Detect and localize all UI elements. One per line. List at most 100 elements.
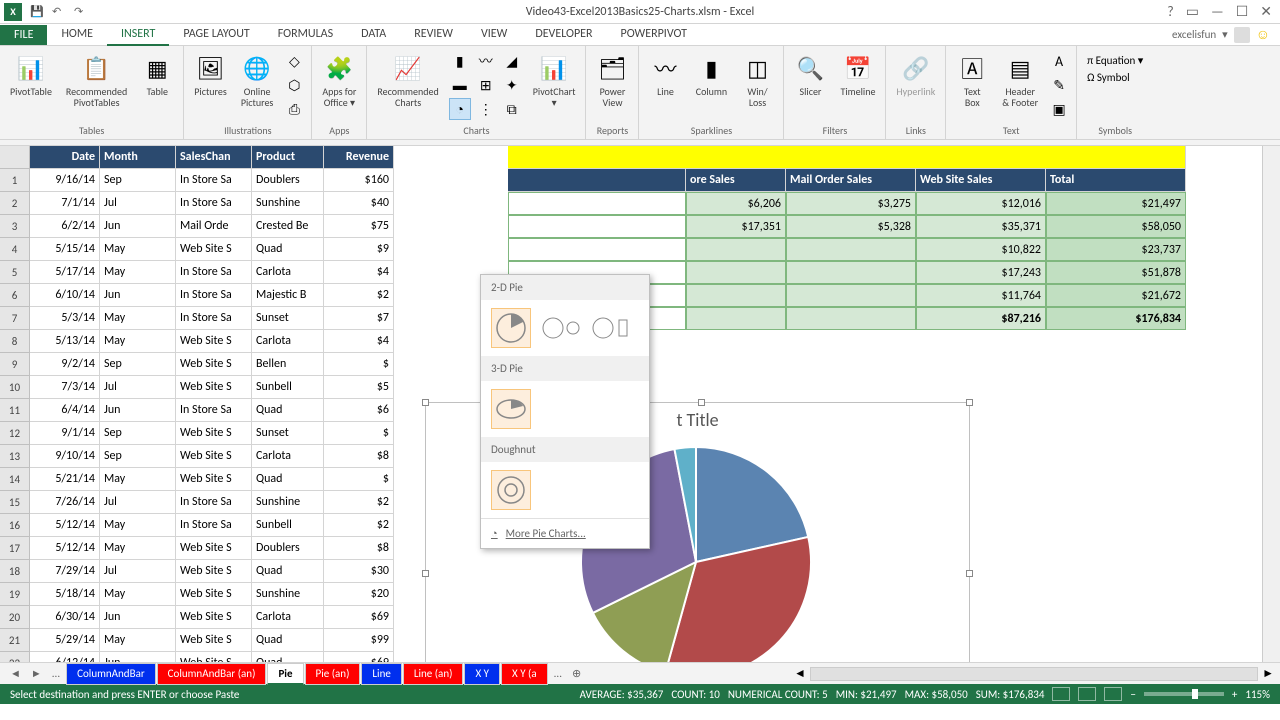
smartart-icon[interactable]: ⬡ xyxy=(283,74,305,96)
cell[interactable]: Quad xyxy=(252,468,324,491)
row-header[interactable]: 2 xyxy=(0,192,29,215)
spark-line-button[interactable]: 〰Line xyxy=(645,50,685,99)
sheet-more[interactable]: ... xyxy=(550,667,566,680)
cell[interactable]: Web Site S xyxy=(176,376,252,399)
tab-home[interactable]: HOME xyxy=(47,24,107,46)
summary-header[interactable]: Mail Order Sales xyxy=(786,169,916,192)
bar-of-pie-option[interactable] xyxy=(591,308,631,348)
row-header[interactable]: 13 xyxy=(0,445,29,468)
cell[interactable]: $2 xyxy=(324,514,394,537)
sheet-tab[interactable]: Line (an) xyxy=(403,663,464,685)
view-normal-icon[interactable] xyxy=(1052,687,1070,701)
pie-2d-option[interactable] xyxy=(491,308,531,348)
cell[interactable]: $2 xyxy=(324,491,394,514)
cell[interactable]: 9/2/14 xyxy=(30,353,100,376)
row-header[interactable]: 11 xyxy=(0,399,29,422)
cell[interactable]: In Store Sa xyxy=(176,307,252,330)
summary-cell[interactable]: $3,275 xyxy=(786,192,916,215)
row-header[interactable]: 16 xyxy=(0,514,29,537)
summary-cell[interactable]: $17,243 xyxy=(916,261,1046,284)
cell[interactable]: Quad xyxy=(252,238,324,261)
cell[interactable]: Majestic B xyxy=(252,284,324,307)
sheet-nav-more[interactable]: ... xyxy=(48,667,64,680)
summary-cell[interactable]: $21,497 xyxy=(1046,192,1186,215)
cell[interactable]: 9/16/14 xyxy=(30,169,100,192)
zoom-slider[interactable] xyxy=(1144,692,1224,696)
cell[interactable]: May xyxy=(100,307,176,330)
zoom-level[interactable]: 115% xyxy=(1245,688,1270,701)
shapes-icon[interactable]: ◇ xyxy=(283,50,305,72)
cell[interactable]: Quad xyxy=(252,560,324,583)
row-header[interactable]: 1 xyxy=(0,169,29,192)
header-footer-button[interactable]: ▤Header& Footer xyxy=(998,50,1042,110)
cell[interactable]: Web Site S xyxy=(176,537,252,560)
stock-chart-icon[interactable]: ⊞ xyxy=(475,74,497,96)
screenshot-icon[interactable]: ⎙ xyxy=(283,98,305,120)
cell[interactable]: May xyxy=(100,330,176,353)
close-icon[interactable]: ✕ xyxy=(1260,3,1272,20)
tab-data[interactable]: DATA xyxy=(347,24,400,46)
new-sheet-button[interactable]: ⊕ xyxy=(568,667,585,680)
summary-cell[interactable] xyxy=(786,284,916,307)
view-layout-icon[interactable] xyxy=(1078,687,1096,701)
cell[interactable]: Jun xyxy=(100,399,176,422)
cell[interactable]: Bellen xyxy=(252,353,324,376)
cell[interactable]: 9/10/14 xyxy=(30,445,100,468)
summary-cell[interactable]: $12,016 xyxy=(916,192,1046,215)
cell[interactable]: In Store Sa xyxy=(176,514,252,537)
summary-cell[interactable]: $58,050 xyxy=(1046,215,1186,238)
cell[interactable]: Carlota xyxy=(252,261,324,284)
cell[interactable]: Sep xyxy=(100,422,176,445)
cell[interactable]: $6 xyxy=(324,399,394,422)
cell[interactable]: Sep xyxy=(100,353,176,376)
bar-chart-icon[interactable]: ▮ xyxy=(449,50,471,72)
cell[interactable]: Crested Be xyxy=(252,215,324,238)
summary-cell[interactable]: $176,834 xyxy=(1046,307,1186,330)
cell[interactable]: Sep xyxy=(100,169,176,192)
cell[interactable]: In Store Sa xyxy=(176,491,252,514)
cell[interactable]: May xyxy=(100,537,176,560)
pie-of-pie-option[interactable] xyxy=(541,308,581,348)
cell[interactable]: Quad xyxy=(252,652,324,662)
cell[interactable]: In Store Sa xyxy=(176,399,252,422)
cell[interactable]: Quad xyxy=(252,399,324,422)
summary-cell[interactable]: $51,878 xyxy=(1046,261,1186,284)
redo-icon[interactable]: ↷ xyxy=(74,5,88,19)
sheet-tab[interactable]: Pie (an) xyxy=(305,663,361,685)
row-header[interactable]: 18 xyxy=(0,560,29,583)
spark-winloss-button[interactable]: ◫Win/Loss xyxy=(737,50,777,110)
cell[interactable]: 5/13/14 xyxy=(30,330,100,353)
cell[interactable]: 5/3/14 xyxy=(30,307,100,330)
row-header[interactable]: 5 xyxy=(0,261,29,284)
row-header[interactable]: 9 xyxy=(0,353,29,376)
tab-developer[interactable]: DEVELOPER xyxy=(521,24,606,46)
cell[interactable]: 5/18/14 xyxy=(30,583,100,606)
row-header[interactable]: 7 xyxy=(0,307,29,330)
cell[interactable]: Web Site S xyxy=(176,422,252,445)
sigline-icon[interactable]: ✎ xyxy=(1048,74,1070,96)
row-header[interactable]: 14 xyxy=(0,468,29,491)
sheet-nav-next[interactable]: ► xyxy=(27,667,46,680)
tab-review[interactable]: REVIEW xyxy=(400,24,467,46)
object-icon[interactable]: ▣ xyxy=(1048,98,1070,120)
summary-header[interactable]: ore Sales xyxy=(686,169,786,192)
help-icon[interactable]: ? xyxy=(1167,3,1174,20)
cell[interactable]: $75 xyxy=(324,215,394,238)
hbar-chart-icon[interactable]: ▬ xyxy=(449,74,471,96)
row-header[interactable]: 21 xyxy=(0,629,29,652)
textbox-button[interactable]: 🄰TextBox xyxy=(952,50,992,110)
spark-column-button[interactable]: ▮Column xyxy=(691,50,731,99)
cell[interactable]: $5 xyxy=(324,376,394,399)
cell[interactable]: 7/1/14 xyxy=(30,192,100,215)
cell[interactable]: Jul xyxy=(100,560,176,583)
cell[interactable]: In Store Sa xyxy=(176,261,252,284)
cell[interactable]: Web Site S xyxy=(176,330,252,353)
cell[interactable]: Mail Orde xyxy=(176,215,252,238)
cell[interactable]: May xyxy=(100,468,176,491)
sheet-tab[interactable]: X Y (a xyxy=(501,663,548,685)
summary-header[interactable]: Total xyxy=(1046,169,1186,192)
summary-cell[interactable]: $87,216 xyxy=(916,307,1046,330)
cell[interactable]: Sunbell xyxy=(252,514,324,537)
cell[interactable]: Doublers xyxy=(252,537,324,560)
minimize-icon[interactable]: — xyxy=(1211,3,1224,20)
